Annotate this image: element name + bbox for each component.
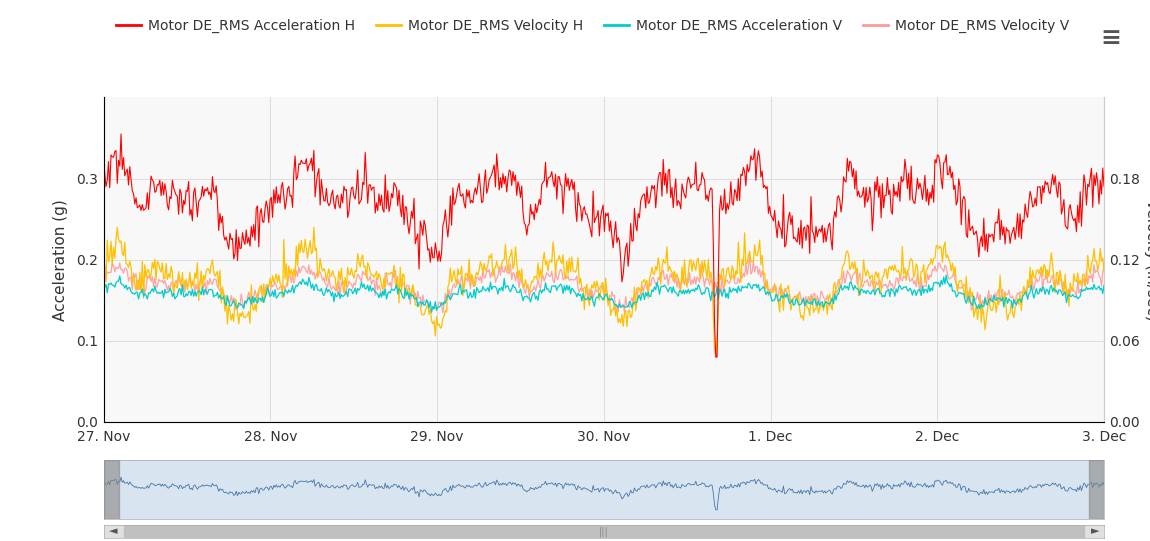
Text: ◄: ◄	[108, 526, 117, 537]
Text: |||: |||	[599, 526, 608, 537]
Bar	[104, 460, 118, 519]
Bar	[1089, 460, 1104, 519]
Text: ≡: ≡	[1101, 26, 1121, 50]
Y-axis label: Acceleration (g): Acceleration (g)	[53, 199, 68, 321]
Text: ►: ►	[1090, 526, 1099, 537]
Y-axis label: Velocity (in/sec): Velocity (in/sec)	[1144, 199, 1150, 321]
Legend: Motor DE_RMS Acceleration H, Motor DE_RMS Velocity H, Motor DE_RMS Acceleration : Motor DE_RMS Acceleration H, Motor DE_RM…	[110, 14, 1074, 39]
